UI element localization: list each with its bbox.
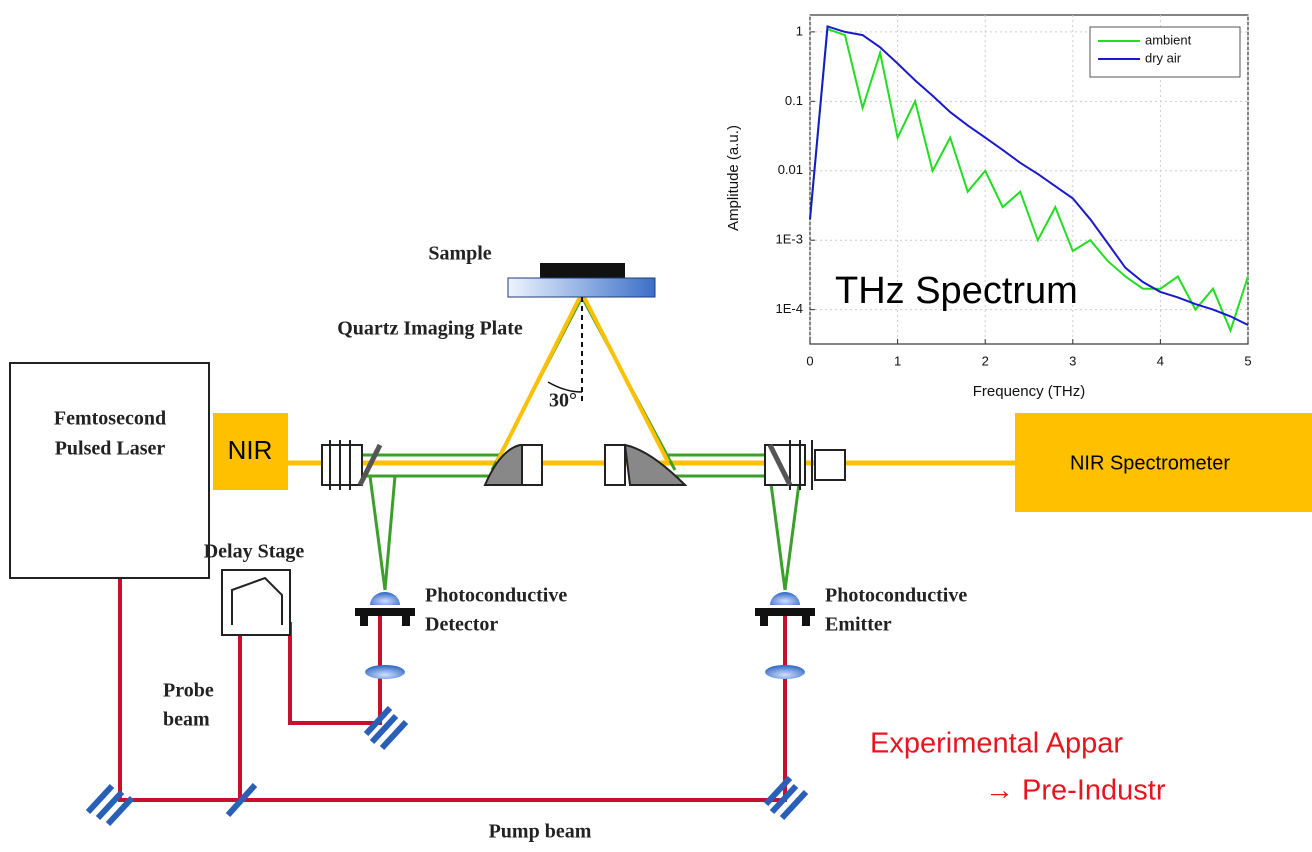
x-tick-label: 2 — [982, 353, 989, 368]
y-tick-label: 0.01 — [778, 162, 803, 177]
series-line — [809, 25, 1249, 326]
emitter-label: Emitter — [825, 614, 892, 636]
mirrors — [85, 705, 809, 827]
legend-label: ambient — [1145, 32, 1192, 47]
plate-label: Quartz Imaging Plate — [337, 318, 523, 340]
legend-box — [1089, 26, 1241, 78]
x-tick-label: 5 — [1244, 353, 1251, 368]
detector-label: Detector — [425, 614, 498, 636]
overlay-title: THz Spectrum — [835, 270, 1078, 312]
retroreflector — [231, 576, 283, 625]
spectrometer-box — [1015, 413, 1312, 512]
laser-box — [9, 362, 210, 579]
laser-label: Pulsed Laser — [55, 438, 166, 460]
nir-box — [213, 413, 288, 490]
y-tick-label: 1 — [796, 23, 803, 38]
probe-label: Probe — [163, 680, 214, 702]
y-tick-label: 1E-4 — [776, 301, 803, 316]
x-tick-label: 3 — [1069, 353, 1076, 368]
legend-label: dry air — [1145, 50, 1182, 65]
probe-label: beam — [163, 709, 210, 731]
spectrum-chart: Frequency (THz) Amplitude (a.u.) 1 0.1 0.0… — [725, 14, 1252, 400]
caption: → Pre-Industr — [985, 775, 1166, 807]
pump-label: Pump beam — [489, 821, 592, 843]
emitter-label: Photoconductive — [825, 585, 967, 607]
green-beams — [345, 296, 802, 591]
angle-label: 30° — [549, 390, 577, 412]
y-axis-label: Amplitude (a.u.) — [725, 125, 742, 231]
x-tick-label: 4 — [1157, 353, 1164, 368]
detector — [355, 592, 415, 679]
y-tick-label: 1E-3 — [776, 232, 803, 247]
yellow-triangle — [495, 296, 670, 463]
y-tick-label: 0.1 — [785, 93, 803, 108]
spectrometer-label: NIR Spectrometer — [1070, 452, 1230, 474]
red-beams — [118, 578, 787, 802]
series-line — [809, 27, 1249, 334]
parabolic-mirrors — [321, 440, 846, 490]
imaging-plate — [507, 277, 656, 298]
sample-label: Sample — [428, 243, 491, 265]
x-tick-label: 1 — [894, 353, 901, 368]
emitter — [755, 592, 815, 679]
nir-label: NIR — [228, 435, 273, 465]
delay-label: Delay Stage — [204, 541, 305, 563]
detector-label: Photoconductive — [425, 585, 567, 607]
x-axis-label: Frequency (THz) — [973, 383, 1086, 400]
caption: Experimental Appar — [870, 728, 1123, 760]
angle-arc — [547, 381, 583, 393]
sample — [540, 263, 625, 279]
x-tick-label: 0 — [806, 353, 813, 368]
laser-label: Femtosecond — [54, 408, 166, 430]
